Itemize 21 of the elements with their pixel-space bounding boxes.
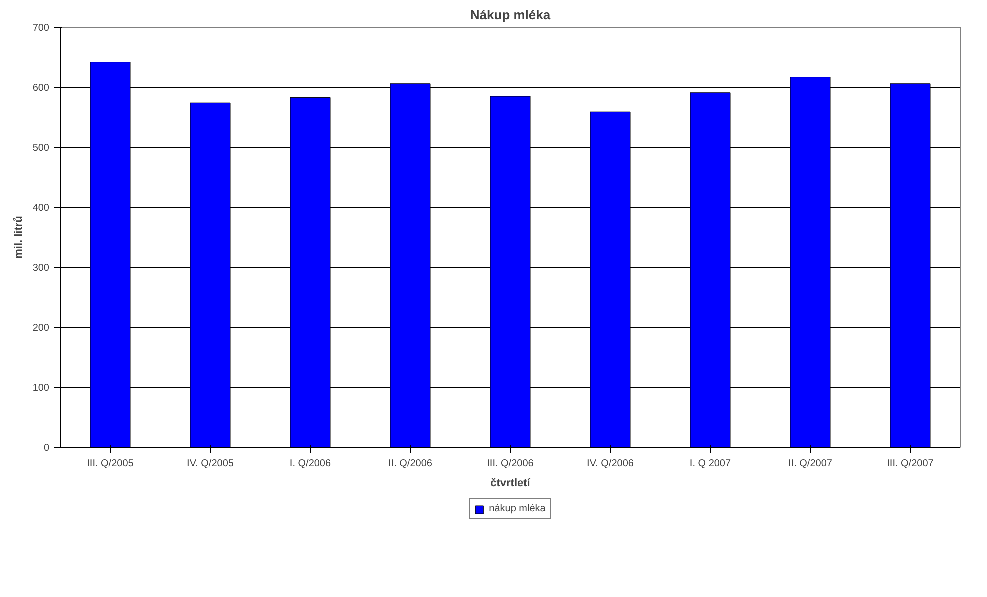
- legend-label: nákup mléka: [489, 504, 546, 514]
- y-tick-label: 500: [32, 143, 50, 154]
- x-tick-label: II. Q/2007: [788, 458, 833, 470]
- x-tick-label: III. Q/2006: [487, 458, 534, 470]
- x-tick-label: I. Q/2006: [290, 458, 332, 470]
- x-tick-label: III. Q/2005: [87, 458, 134, 470]
- y-tick-label: 0: [44, 443, 50, 454]
- chart-title: Nákup mléka: [470, 8, 552, 22]
- x-tick-label: II. Q/2006: [388, 458, 433, 470]
- y-tick-label: 300: [32, 263, 50, 274]
- x-axis-title: čtvrtletí: [490, 478, 532, 490]
- x-tick-label: I. Q 2007: [690, 458, 732, 470]
- y-axis-title: mil. litrů: [12, 216, 25, 259]
- y-tick-label: 200: [32, 323, 50, 334]
- y-tick-label: 700: [32, 23, 50, 34]
- y-tick-label: 100: [32, 383, 50, 394]
- x-tick-label: III. Q/2007: [887, 458, 934, 470]
- x-tick-label: IV. Q/2005: [187, 458, 234, 470]
- x-tick-label: IV. Q/2006: [587, 458, 634, 470]
- y-tick-label: 600: [32, 83, 50, 94]
- y-tick-label: 400: [32, 203, 50, 214]
